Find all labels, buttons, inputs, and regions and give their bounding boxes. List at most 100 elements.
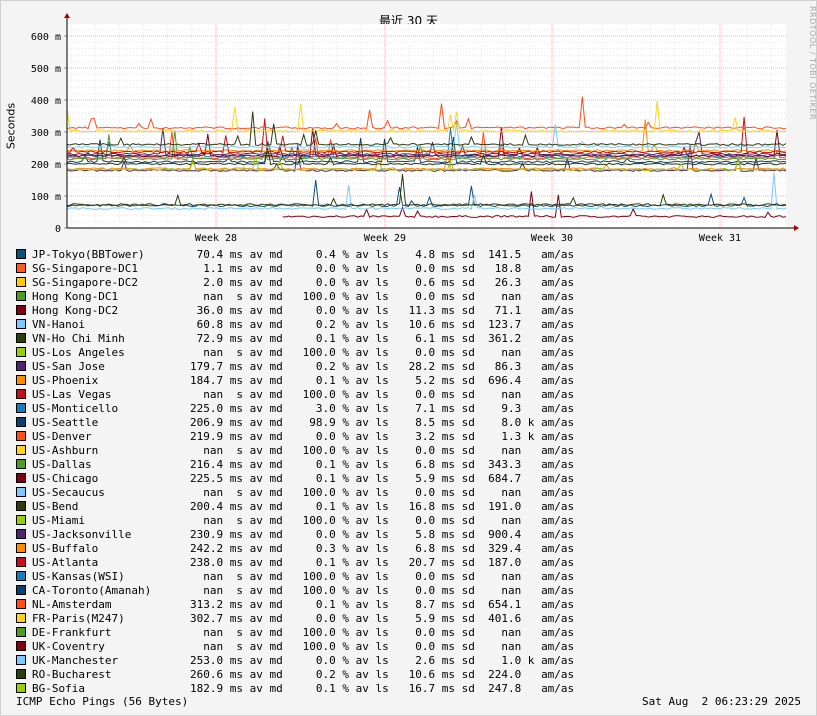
legend-loss: 0.0 %: [282, 528, 356, 541]
legend-label-sd: sd: [461, 472, 475, 485]
legend-loss: 0.4 %: [282, 248, 356, 261]
legend-median: 2.0 ms: [190, 276, 250, 289]
series-line: [66, 111, 787, 146]
legend-label-amas: am/as: [541, 598, 575, 611]
series-line: [66, 155, 786, 171]
footer-description: ICMP Echo Pings (56 Bytes): [16, 695, 189, 708]
legend-swatch: [16, 277, 26, 287]
legend-label-amas: am/as: [541, 388, 575, 401]
legend-label-av-ls: av ls: [355, 458, 389, 471]
legend-series-name: RO-Bucharest: [32, 668, 112, 681]
legend-label-sd: sd: [461, 248, 475, 261]
legend-swatch: [16, 487, 26, 497]
legend-row: US-Jacksonville 230.9 ms av md 0.0 % av l…: [16, 528, 574, 542]
legend-loss: 0.0 %: [282, 430, 356, 443]
legend-median: nan s: [190, 570, 250, 583]
x-tick-label: Week 31: [699, 233, 741, 244]
legend-swatch: [16, 599, 26, 609]
legend-label-av-md: av md: [249, 290, 283, 303]
legend-label-sd: sd: [461, 486, 475, 499]
legend-median: 219.9 ms: [190, 430, 250, 443]
legend-swatch: [16, 263, 26, 273]
legend-sd: 7.1 ms: [388, 402, 462, 415]
legend-amas: 684.7: [474, 472, 542, 485]
legend-label-av-md: av md: [249, 570, 283, 583]
legend-swatch: [16, 375, 26, 385]
legend-label-amas: am/as: [541, 682, 575, 695]
legend-amas: 1.3 k: [474, 430, 542, 443]
legend-swatch: [16, 249, 26, 259]
legend-series-name: NL-Amsterdam: [32, 598, 112, 611]
legend-row: US-Seattle 206.9 ms av md 98.9 % av ls 8.…: [16, 416, 574, 430]
legend-label-amas: am/as: [541, 626, 575, 639]
legend-label-amas: am/as: [541, 654, 575, 667]
legend-label-sd: sd: [461, 262, 475, 275]
legend-label-amas: am/as: [541, 528, 575, 541]
legend-label-av-md: av md: [249, 556, 283, 569]
legend-label-av-ls: av ls: [355, 682, 389, 695]
legend-series-name: US-Chicago: [32, 472, 99, 485]
y-axis-arrow: [64, 13, 70, 18]
legend-label-av-ls: av ls: [355, 668, 389, 681]
legend-label-av-md: av md: [249, 640, 283, 653]
legend-series-name: BG-Sofia: [32, 682, 85, 695]
legend-label-sd: sd: [461, 654, 475, 667]
legend-sd: 0.6 ms: [388, 276, 462, 289]
legend-sd: 11.3 ms: [388, 304, 462, 317]
legend-label-av-md: av md: [249, 472, 283, 485]
legend-sd: 6.8 ms: [388, 542, 462, 555]
legend-median: nan s: [190, 486, 250, 499]
legend-loss: 0.1 %: [282, 332, 356, 345]
series-line: [66, 127, 787, 156]
legend-sd: 0.0 ms: [388, 626, 462, 639]
legend-row: US-San Jose 179.7 ms av md 0.2 % av ls 28…: [16, 360, 574, 374]
legend-label-amas: am/as: [541, 346, 575, 359]
legend-amas: nan: [474, 346, 542, 359]
legend-swatch: [16, 655, 26, 665]
legend-label-sd: sd: [461, 346, 475, 359]
x-tick-label: Week 30: [531, 233, 573, 244]
legend-amas: 696.4: [474, 374, 542, 387]
legend-loss: 100.0 %: [282, 290, 356, 303]
legend-sd: 28.2 ms: [388, 360, 462, 373]
legend-loss: 0.1 %: [282, 374, 356, 387]
legend-amas: nan: [474, 640, 542, 653]
legend-row: US-Secaucus nan s av md 100.0 % av ls 0.…: [16, 486, 574, 500]
legend-label-av-ls: av ls: [355, 402, 389, 415]
x-axis-arrow: [794, 225, 799, 231]
legend-label-av-md: av md: [249, 542, 283, 555]
legend-label-av-ls: av ls: [355, 290, 389, 303]
legend-loss: 0.0 %: [282, 654, 356, 667]
legend-label-av-md: av md: [249, 682, 283, 695]
legend-row: JP-Tokyo(BBTower) 70.4 ms av md 0.4 % av…: [16, 248, 574, 262]
legend-series-name: US-Kansas(WSI): [32, 570, 125, 583]
legend-label-av-md: av md: [249, 598, 283, 611]
legend-sd: 0.0 ms: [388, 486, 462, 499]
legend-label-av-ls: av ls: [355, 640, 389, 653]
legend-label-av-ls: av ls: [355, 556, 389, 569]
legend-label-amas: am/as: [541, 500, 575, 513]
legend-swatch: [16, 459, 26, 469]
legend-amas: 8.0 k: [474, 416, 542, 429]
legend-loss: 0.2 %: [282, 318, 356, 331]
legend-swatch: [16, 361, 26, 371]
legend-median: 225.0 ms: [190, 402, 250, 415]
legend-loss: 0.3 %: [282, 542, 356, 555]
legend-series-name: VN-Ho Chi Minh: [32, 332, 125, 345]
legend-label-amas: am/as: [541, 360, 575, 373]
legend-label-amas: am/as: [541, 612, 575, 625]
legend-series-name: US-Monticello: [32, 402, 119, 415]
legend-label-av-ls: av ls: [355, 388, 389, 401]
series-line: [66, 116, 787, 154]
legend-sd: 4.8 ms: [388, 248, 462, 261]
series-line: [66, 126, 787, 158]
legend-label-sd: sd: [461, 668, 475, 681]
series-line: [66, 119, 787, 153]
legend-amas: nan: [474, 290, 542, 303]
legend-median: 70.4 ms: [190, 248, 250, 261]
legend-label-sd: sd: [461, 598, 475, 611]
legend-series-name: CA-Toronto(Amanah): [32, 584, 152, 597]
legend-swatch: [16, 389, 26, 399]
legend-label-amas: am/as: [541, 304, 575, 317]
legend-row: NL-Amsterdam 313.2 ms av md 0.1 % av ls 8…: [16, 598, 574, 612]
